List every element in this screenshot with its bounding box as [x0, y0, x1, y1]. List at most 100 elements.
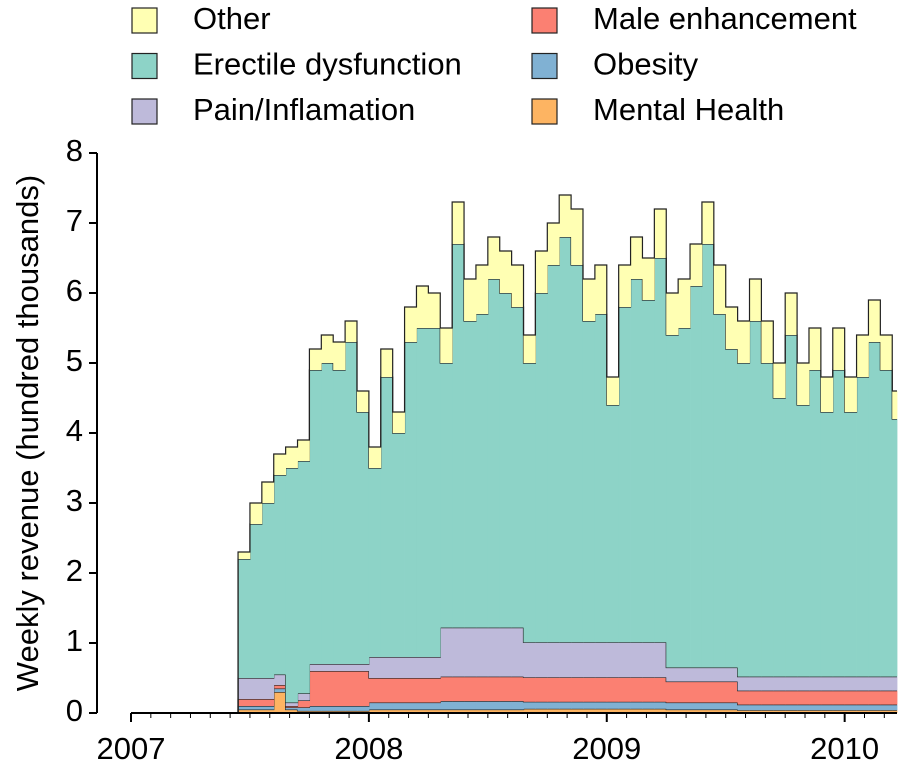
area-step: [523, 701, 536, 709]
area-step: [345, 671, 358, 706]
area-step: [273, 475, 287, 675]
area-step: [785, 710, 798, 713]
area-step: [345, 710, 358, 713]
area-step: [285, 447, 298, 468]
area-step: [475, 314, 489, 628]
y-tick-label: 6: [66, 273, 83, 308]
area-step: [868, 710, 881, 713]
y-tick-label: 2: [66, 553, 83, 588]
area-step: [345, 664, 358, 671]
area-step: [273, 674, 287, 685]
area-step: [725, 349, 739, 668]
area-step: [452, 701, 465, 710]
area-step: [749, 710, 762, 713]
area-step: [523, 363, 536, 643]
area-step: [892, 710, 898, 713]
x-tick-label: 2010: [810, 731, 879, 766]
area-step: [392, 678, 405, 703]
area-step: [309, 664, 322, 671]
area-step: [725, 702, 739, 710]
area-step: [380, 349, 394, 377]
x-tick-label: 2009: [572, 731, 641, 766]
area-step: [594, 701, 608, 709]
area-step: [547, 677, 560, 702]
area-step: [475, 701, 489, 710]
area-step: [547, 223, 560, 265]
area-step: [618, 708, 631, 713]
area-step: [571, 265, 584, 643]
area-step: [713, 667, 727, 682]
area-step: [773, 710, 786, 713]
area-step: [773, 363, 786, 398]
area-step: [249, 709, 263, 713]
area-step: [499, 251, 513, 293]
area-step: [440, 701, 453, 710]
y-axis-label: Weekly revenue (hundred thousands): [10, 175, 45, 691]
area-step: [356, 671, 370, 706]
area-step: [582, 708, 596, 713]
area-step: [737, 321, 750, 363]
area-step: [666, 293, 679, 335]
area-step: [594, 677, 608, 702]
area-step: [559, 708, 572, 713]
area-step: [523, 677, 536, 702]
area-step: [511, 701, 524, 710]
area-step: [820, 377, 834, 412]
area-step: [238, 552, 251, 559]
legend-label: Male enhancement: [593, 1, 857, 36]
area-step: [749, 690, 762, 705]
area-step: [487, 627, 501, 677]
area-step: [713, 681, 727, 703]
area-step: [808, 710, 822, 713]
area-step: [797, 704, 810, 711]
area-step: [642, 642, 655, 678]
area-step: [690, 667, 703, 682]
area-step: [571, 642, 584, 678]
area-step: [261, 706, 275, 710]
area-step: [404, 342, 417, 657]
area-step: [547, 265, 560, 643]
area-step: [368, 468, 382, 657]
area-step: [594, 314, 608, 643]
area-step: [356, 710, 370, 713]
area-step: [440, 676, 453, 702]
area-step: [606, 708, 620, 713]
area-step: [785, 335, 798, 677]
area-step: [832, 328, 846, 370]
area-step: [285, 709, 298, 713]
area-step: [701, 667, 715, 682]
area-step: [868, 704, 881, 711]
area-step: [273, 685, 287, 689]
area-step: [416, 286, 429, 328]
area-step: [249, 699, 263, 706]
area-step: [487, 709, 501, 713]
area-step: [487, 676, 501, 702]
area-step: [440, 709, 453, 713]
area-step: [737, 690, 750, 705]
area-step: [701, 244, 715, 668]
area-step: [535, 293, 548, 643]
area-step: [261, 699, 275, 706]
area-step: [416, 657, 429, 678]
area-step: [856, 690, 869, 705]
area-step: [832, 704, 846, 711]
area-step: [594, 708, 608, 713]
area-step: [571, 708, 584, 713]
x-tick-label: 2007: [97, 731, 166, 766]
area-step: [701, 202, 715, 244]
area-step: [701, 681, 715, 703]
area-step: [368, 702, 382, 710]
area-step: [464, 321, 477, 628]
area-step: [832, 690, 846, 705]
area-step: [773, 704, 786, 711]
area-step: [428, 657, 441, 678]
area-step: [297, 707, 310, 711]
area-step: [249, 524, 263, 678]
area-step: [820, 676, 834, 691]
area-step: [416, 709, 429, 713]
area-step: [452, 709, 465, 713]
area-step: [844, 704, 857, 711]
area-step: [654, 677, 667, 702]
area-step: [285, 468, 298, 703]
area-step: [309, 671, 322, 706]
